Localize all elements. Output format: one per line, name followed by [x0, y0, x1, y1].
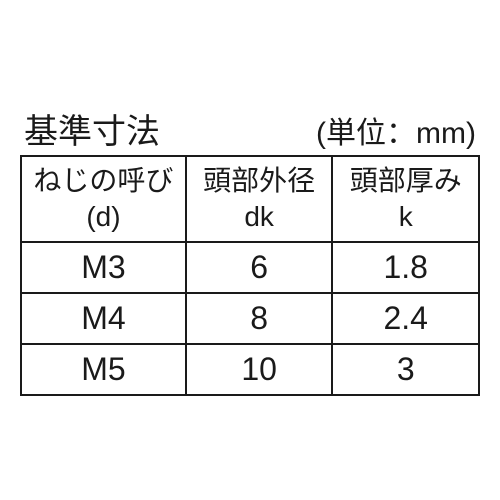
col-header-diameter: 頭部外径 dk [186, 156, 333, 242]
col-header-line1: 頭部厚み [335, 163, 476, 199]
col-header-thickness: 頭部厚み k [332, 156, 479, 242]
cell-thread: M5 [21, 344, 186, 395]
col-header-thread: ねじの呼び (d) [21, 156, 186, 242]
cell-thickness: 1.8 [332, 242, 479, 293]
col-header-line2: dk [189, 199, 330, 235]
cell-thread: M3 [21, 242, 186, 293]
cell-diameter: 8 [186, 293, 333, 344]
spec-table: ねじの呼び (d) 頭部外径 dk 頭部厚み k M3 6 1.8 M4 8 2… [20, 155, 480, 396]
cell-thickness: 3 [332, 344, 479, 395]
table-header-row: ねじの呼び (d) 頭部外径 dk 頭部厚み k [21, 156, 479, 242]
table-row: M5 10 3 [21, 344, 479, 395]
col-header-line1: ねじの呼び [24, 163, 183, 199]
unit-label: (単位：mm) [316, 108, 476, 152]
col-header-line2: (d) [24, 199, 183, 235]
table-row: M3 6 1.8 [21, 242, 479, 293]
col-header-line2: k [335, 199, 476, 235]
table-row: M4 8 2.4 [21, 293, 479, 344]
title-row: 基準寸法 (単位：mm) [20, 104, 480, 153]
cell-thickness: 2.4 [332, 293, 479, 344]
cell-diameter: 6 [186, 242, 333, 293]
col-header-line1: 頭部外径 [189, 163, 330, 199]
cell-diameter: 10 [186, 344, 333, 395]
cell-thread: M4 [21, 293, 186, 344]
table-title: 基準寸法 [24, 104, 160, 153]
